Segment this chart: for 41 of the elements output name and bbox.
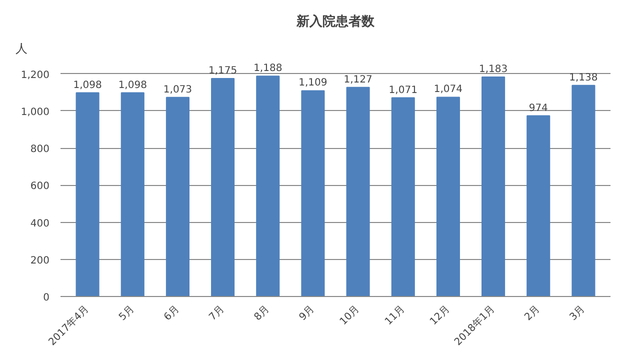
data-label: 1,071 <box>388 84 418 96</box>
x-tick-label: 12月 <box>428 304 452 328</box>
data-label: 1,127 <box>344 74 372 86</box>
bar <box>526 115 550 296</box>
bar <box>572 84 596 296</box>
y-tick-label: 600 <box>30 181 50 192</box>
data-label: 1,109 <box>298 78 328 89</box>
y-tick-label: 0 <box>43 292 50 304</box>
bar <box>211 78 235 296</box>
data-label: 1,098 <box>73 80 102 91</box>
y-tick-label: 800 <box>30 144 50 156</box>
bar <box>346 86 370 296</box>
bar <box>166 96 190 296</box>
bar <box>482 76 506 296</box>
bar <box>76 92 100 296</box>
x-tick-label: 7月 <box>207 304 227 323</box>
x-tick-label: 5月 <box>117 304 137 323</box>
bar <box>120 92 144 296</box>
data-label: 1,188 <box>254 63 282 74</box>
x-tick-label: 2月 <box>522 304 542 323</box>
y-tick-label: 1,000 <box>20 106 50 118</box>
y-tick-label: 400 <box>30 218 50 230</box>
bar <box>256 76 280 296</box>
x-tick-label: 6月 <box>162 304 182 323</box>
bar <box>391 97 415 296</box>
y-tick-label: 200 <box>30 255 50 266</box>
x-tick-label: 9月 <box>298 304 317 323</box>
data-label: 1,138 <box>569 72 598 84</box>
x-tick-label: 10月 <box>338 304 362 328</box>
data-label: 1,183 <box>478 64 508 76</box>
x-tick-label: 3月 <box>568 304 588 323</box>
bar <box>436 96 460 296</box>
x-tick-label: 8月 <box>252 304 272 323</box>
bar <box>301 90 325 296</box>
data-label: 1,074 <box>434 84 463 96</box>
x-tick-label: 11月 <box>383 304 408 328</box>
y-axis-title: 人 <box>16 42 28 56</box>
data-label: 1,073 <box>163 84 192 96</box>
chart-title: 新入院患者数 <box>296 14 376 30</box>
data-label: 1,098 <box>118 80 147 91</box>
y-tick-label: 1,200 <box>20 70 50 81</box>
